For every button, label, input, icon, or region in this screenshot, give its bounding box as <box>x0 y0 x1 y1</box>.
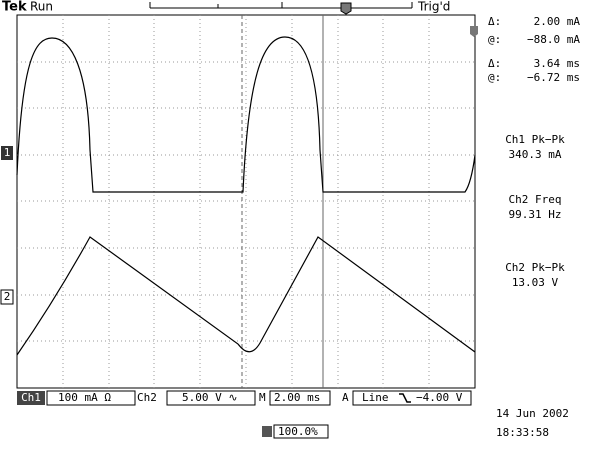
ch2-waveform <box>16 236 476 356</box>
run-state: Run <box>30 0 53 14</box>
cursor-label: @: <box>488 33 501 46</box>
timebase-box <box>269 390 331 406</box>
cursor-label: @: <box>488 71 501 84</box>
ch2-scale: 5.00 V ∿ <box>182 391 238 404</box>
trigger-box <box>352 390 472 406</box>
measurement-name: Ch1 Pk−Pk <box>505 133 565 146</box>
ch1-box <box>17 391 45 405</box>
cursor-label: Δ: <box>488 57 501 70</box>
trigger-state: Trig'd <box>417 0 450 14</box>
ch1-scale: 100 mA Ω <box>58 391 111 404</box>
trigger-pos-box <box>273 424 329 439</box>
measurement-name: Ch2 Freq <box>509 193 562 206</box>
ch2-marker: 2 <box>4 290 11 303</box>
brand: Tek <box>2 0 27 15</box>
trigger-label: A <box>342 391 349 404</box>
ch1-label: Ch1 <box>21 391 41 404</box>
cursor-label: Δ: <box>488 15 501 28</box>
trigger-level: −4.00 V <box>416 391 463 404</box>
measurement-name: Ch2 Pk−Pk <box>505 261 565 274</box>
measurement-value: 13.03 V <box>512 276 559 289</box>
cursor-value: −6.72 ms <box>527 71 580 84</box>
timebase-label: M <box>259 391 266 404</box>
cursor-value: 3.64 ms <box>534 57 580 70</box>
trigger-position: 100.0% <box>278 425 318 438</box>
graticule <box>16 14 478 389</box>
ch1-waveform <box>16 36 476 193</box>
ch1-scale-box <box>46 390 136 406</box>
measurement-value: 99.31 Hz <box>509 208 562 221</box>
ch2-marker-box <box>0 289 14 305</box>
timebase: 2.00 ms <box>274 391 320 404</box>
trigger-source: Line <box>362 391 389 404</box>
cursor-value: 2.00 mA <box>534 15 581 28</box>
record-bar <box>149 2 413 15</box>
ch1-marker: 1 <box>4 146 11 159</box>
ch2-scale-box <box>166 390 256 406</box>
time: 18:33:58 <box>496 426 549 439</box>
trigger-pos-icon <box>262 426 272 437</box>
date: 14 Jun 2002 <box>496 407 569 420</box>
trigger-slope <box>399 393 411 403</box>
ch2-label: Ch2 <box>137 391 157 404</box>
ch1-marker-box <box>1 146 13 160</box>
cursor-value: −88.0 mA <box>527 33 580 46</box>
measurement-value: 340.3 mA <box>509 148 562 161</box>
